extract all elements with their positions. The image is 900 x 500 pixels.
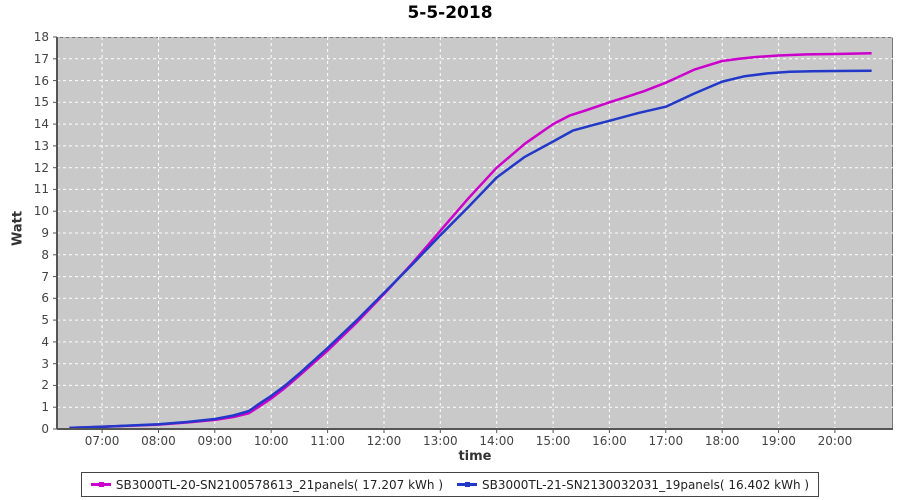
y-tick-label: 16: [33, 73, 49, 88]
y-tick-label: 14: [33, 117, 49, 132]
y-tick-label: 5: [41, 313, 49, 328]
y-tick-label: 13: [33, 138, 49, 153]
legend-point-marker: [98, 482, 104, 487]
x-tick-label: 17:00: [648, 434, 684, 448]
y-tick-label: 4: [41, 334, 49, 349]
x-tick-label: 19:00: [761, 434, 796, 448]
x-tick-label: 07:00: [84, 434, 120, 448]
y-tick-label: 18: [33, 30, 49, 44]
legend-item-label: SB3000TL-20-SN2100578613_21panels( 17.20…: [115, 477, 443, 492]
series-line-0: [69, 52, 872, 430]
x-tick-label: 08:00: [141, 434, 176, 448]
plot-canvas: [53, 36, 893, 433]
legend: SB3000TL-20-SN2100578613_21panels( 17.20…: [0, 472, 900, 497]
x-tick-label: 10:00: [253, 434, 289, 448]
y-tick-label: 2: [41, 378, 49, 393]
x-axis-label: time: [458, 449, 492, 464]
y-axis-label: Watt: [10, 210, 26, 247]
x-tick-label: 13:00: [423, 434, 458, 448]
x-tick-label: 11:00: [310, 434, 345, 448]
legend-line-swatch: [90, 482, 111, 487]
y-tick-label: 17: [33, 51, 49, 66]
legend-item-label: SB3000TL-21-SN2130032031_19panels( 16.40…: [482, 477, 810, 492]
x-tick-label: 15:00: [535, 434, 571, 448]
x-tick-label: 09:00: [197, 434, 233, 448]
y-tick-label: 3: [41, 356, 49, 371]
y-tick-label: 7: [41, 269, 49, 284]
x-tick-label: 20:00: [817, 434, 853, 448]
y-tick-label: 1: [41, 400, 49, 415]
legend-line-swatch: [457, 482, 477, 487]
legend-point-marker: [465, 482, 470, 487]
legend-item-1: SB3000TL-21-SN2130032031_19panels( 16.40…: [457, 478, 809, 492]
y-tick-label: 6: [41, 291, 49, 306]
x-tick-label: 18:00: [704, 434, 740, 448]
y-tick-label: 0: [41, 422, 49, 436]
legend-box: SB3000TL-20-SN2100578613_21panels( 17.20…: [80, 472, 820, 497]
y-tick-label: 8: [41, 247, 49, 262]
series-line-1: [69, 69, 872, 430]
legend-item-0: SB3000TL-20-SN2100578613_21panels( 17.20…: [90, 477, 443, 492]
x-tick-label: 14:00: [479, 434, 514, 448]
y-tick-label: 9: [41, 226, 49, 240]
chart-title: 5-5-2018: [407, 3, 493, 23]
y-tick-label: 12: [33, 160, 49, 175]
x-tick-label: 16:00: [592, 434, 627, 448]
y-tick-label: 11: [33, 182, 49, 197]
x-tick-label: 12:00: [366, 434, 402, 448]
y-tick-label: 10: [33, 204, 49, 219]
y-tick-label: 15: [33, 95, 49, 110]
